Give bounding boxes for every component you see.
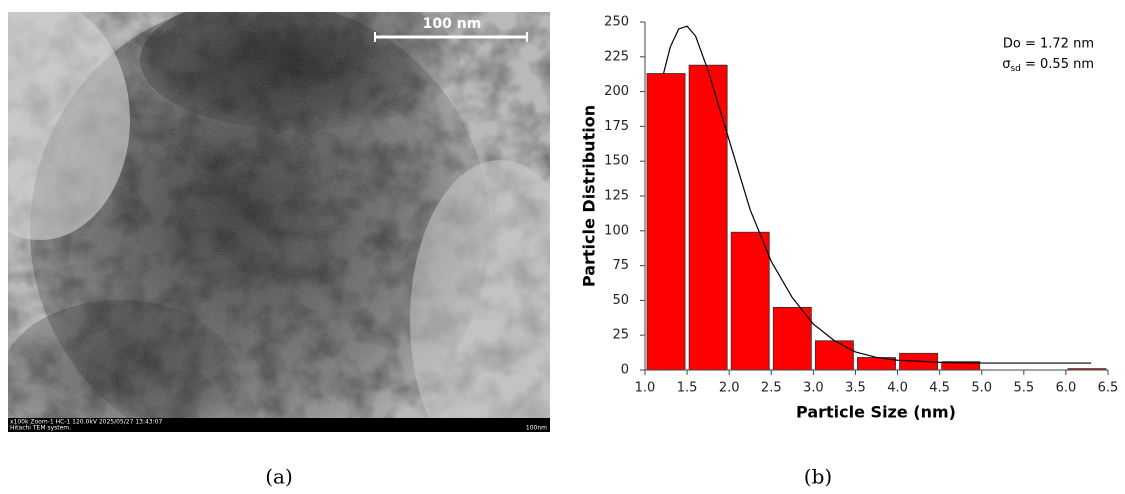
footer-strip: [8, 418, 550, 432]
caption: (a): [265, 465, 293, 489]
x-tick-label: 5.5: [1013, 381, 1034, 396]
y-tick-label: 225: [604, 49, 629, 64]
x-tick-label: 6.0: [1056, 381, 1077, 396]
x-tick-label: 2.0: [719, 381, 740, 396]
tem-image: 100 nm x100k Zoom-1 HC-1 120.0kV 2025/05…: [8, 12, 550, 432]
bar: [688, 64, 728, 371]
x-tick-label: 4.0: [887, 381, 908, 396]
y-tick-label: 100: [604, 223, 629, 238]
x-tick-label: 4.5: [929, 381, 950, 396]
x-tick-label: 2.5: [761, 381, 782, 396]
annotation: σsd = 0.55 nm: [1002, 57, 1094, 74]
bar: [814, 340, 854, 371]
annotation-text: = 0.55 nm: [1021, 57, 1094, 72]
x-tick-label: 1.0: [635, 381, 656, 396]
annotation: Do = 1.72 nm: [1003, 37, 1094, 52]
y-tick-label: 125: [604, 189, 629, 204]
y-tick-label: 175: [604, 119, 629, 134]
x-tick-label: 3.5: [845, 381, 866, 396]
y-tick-label: 250: [604, 15, 629, 30]
x-tick-label: 1.5: [677, 381, 698, 396]
bar: [730, 231, 770, 371]
y-tick-label: 0: [621, 363, 629, 378]
scale-bar-label: 100 nm: [423, 16, 482, 32]
caption: (b): [804, 465, 832, 489]
x-axis-label: Particle Size (nm): [796, 403, 956, 422]
x-tick-label: 3.0: [803, 381, 824, 396]
y-tick-label: 50: [612, 293, 629, 308]
footer-text: x100k Zoom-1 HC-1 120.0kV 2025/05/27 13:…: [10, 419, 162, 426]
fit-curve: [662, 25, 1092, 364]
bar: [772, 306, 812, 371]
annotation-symbol: σ: [1002, 57, 1010, 72]
y-tick-label: 150: [604, 154, 629, 169]
y-tick-label: 200: [604, 84, 629, 99]
footer-text: Hitachi TEM system.: [10, 425, 71, 432]
x-tick-label: 6.5: [1098, 381, 1119, 396]
footer-scale: 100nm: [526, 425, 547, 432]
bar: [646, 73, 686, 371]
x-tick-label: 5.0: [971, 381, 992, 396]
y-tick-label: 25: [612, 328, 629, 343]
annotation-subscript: sd: [1010, 64, 1020, 74]
y-axis-label: Particle Distribution: [580, 105, 599, 287]
y-tick-label: 75: [612, 258, 629, 273]
